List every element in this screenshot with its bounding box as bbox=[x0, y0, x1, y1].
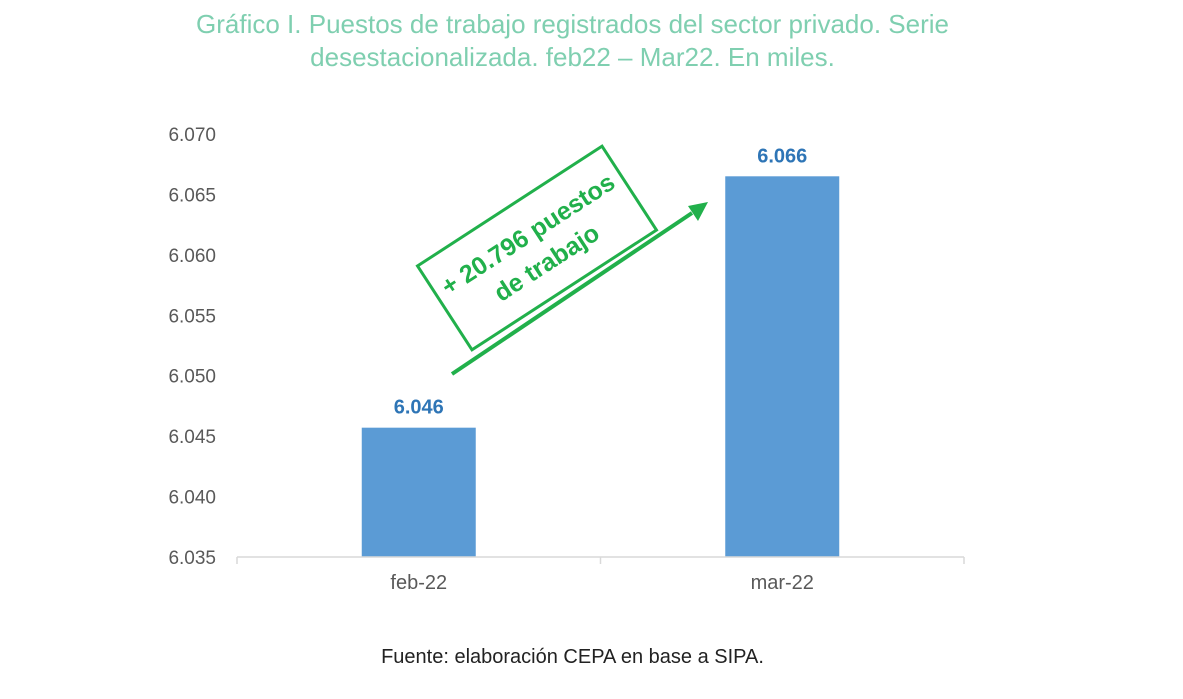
chart-title-line-1: Gráfico I. Puestos de trabajo registrado… bbox=[196, 9, 949, 39]
x-axis-ticks bbox=[236, 557, 965, 564]
y-tick-label: 6.035 bbox=[168, 548, 216, 569]
y-tick-label: 6.045 bbox=[168, 427, 216, 448]
growth-arrow bbox=[450, 211, 694, 376]
bar-data-label: 6.066 bbox=[757, 145, 807, 167]
x-axis: feb-22 mar-22 bbox=[390, 572, 814, 594]
data-labels: 6.046 6.066 bbox=[394, 145, 808, 418]
y-tick-label: 6.060 bbox=[168, 246, 216, 267]
chart-title-line-2: desestacionalizada. feb22 – Mar22. En mi… bbox=[310, 42, 835, 72]
y-tick-label: 6.055 bbox=[168, 306, 216, 327]
annotation-box bbox=[415, 144, 659, 352]
y-tick-label: 6.040 bbox=[168, 488, 216, 509]
source-note: Fuente: elaboración CEPA en base a SIPA. bbox=[381, 646, 764, 668]
chart-title: Gráfico I. Puestos de trabajo registrado… bbox=[0, 8, 1145, 74]
bars bbox=[361, 176, 840, 558]
y-tick-label: 6.065 bbox=[168, 185, 216, 206]
bar bbox=[725, 176, 840, 558]
y-axis: 6.035 6.040 6.045 6.050 6.055 6.060 6.065 6.070 bbox=[168, 125, 216, 569]
bar-data-label: 6.046 bbox=[394, 397, 444, 419]
y-tick-label: 6.070 bbox=[168, 125, 216, 146]
y-tick-label: 6.050 bbox=[168, 367, 216, 388]
growth-annotation: + 20.796 puestos de trabajo bbox=[415, 144, 708, 376]
bar bbox=[361, 427, 476, 557]
x-tick-label: mar-22 bbox=[751, 572, 814, 594]
growth-arrow-head bbox=[688, 202, 708, 221]
x-tick-label: feb-22 bbox=[390, 572, 447, 594]
